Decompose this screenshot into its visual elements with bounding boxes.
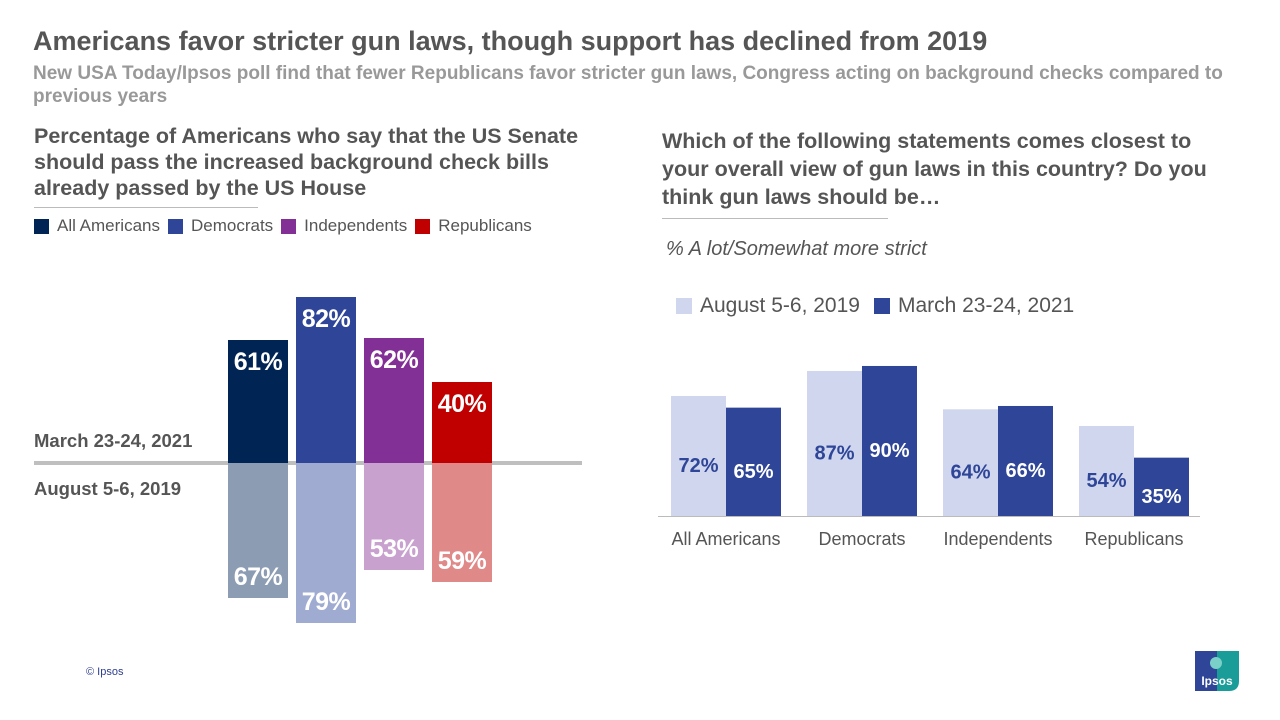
bar-value-label: 87% (814, 442, 854, 464)
bar (1134, 457, 1189, 516)
bar-2021: 62% (364, 337, 424, 463)
page-title: Americans favor stricter gun laws, thoug… (33, 26, 988, 56)
bar (726, 407, 781, 516)
bar-2019: 79% (296, 463, 356, 623)
right-chart-subtitle: % A lot/Somewhat more strict (666, 238, 927, 260)
category-label: All Americans (671, 529, 780, 549)
bar-2019: 67% (228, 463, 288, 599)
legend-label: Democrats (190, 216, 274, 235)
bar-value-label: 40% (437, 390, 487, 419)
bar (862, 365, 917, 516)
left-divider (34, 207, 258, 208)
bar-2021: 61% (228, 339, 288, 463)
bar-value-label: 82% (301, 305, 351, 334)
legend-item: Republicans (415, 216, 532, 236)
left-chart-title: Percentage of Americans who say that the… (34, 124, 579, 200)
right-divider (662, 218, 888, 219)
legend-swatch (415, 218, 431, 234)
legend-swatch (34, 218, 49, 234)
legend-item: March 23-24, 2021 (873, 294, 1075, 318)
bar (671, 395, 726, 516)
left-legend: All Americans Democrats Independents Republ… (34, 216, 540, 236)
bar-value-label: 64% (950, 462, 990, 484)
right-chart-title: Which of the following statements comes … (662, 129, 1207, 209)
category-label: Independents (943, 529, 1052, 549)
legend-swatch (873, 298, 890, 314)
copyright: © Ipsos (86, 666, 124, 678)
bar-value-label: 79% (301, 587, 351, 616)
bar-value-label: 67% (233, 563, 283, 592)
right-legend: August 5-6, 2019 March 23-24, 2021 (676, 294, 1088, 318)
bar-value-label: 61% (233, 347, 283, 376)
legend-item: All Americans (34, 216, 160, 236)
bar-2019: 53% (364, 463, 424, 571)
legend-swatch (167, 218, 183, 234)
legend-item: August 5-6, 2019 (676, 294, 860, 318)
bar (943, 409, 998, 516)
bar-value-label: 59% (437, 547, 487, 576)
bar (807, 370, 862, 516)
bar-value-label: 35% (1141, 486, 1181, 508)
legend-swatch (281, 218, 297, 234)
bar-value-label: 53% (369, 535, 419, 564)
bar-value-label: 90% (869, 440, 909, 462)
legend-label: March 23-24, 2021 (897, 294, 1075, 317)
bar-value-label: 72% (678, 455, 718, 477)
bar-value-label: 54% (1086, 470, 1126, 492)
svg-text:Ipsos: Ipsos (1201, 674, 1233, 688)
legend-label: Independents (304, 216, 408, 235)
legend-item: Democrats (167, 216, 274, 236)
legend-label: August 5-6, 2019 (700, 294, 860, 317)
category-label: Republicans (1084, 529, 1183, 549)
bar (998, 405, 1053, 516)
bar-2019: 59% (432, 463, 492, 583)
bar-2021: 82% (296, 297, 356, 463)
legend-label: All Americans (57, 216, 160, 235)
bar-2021: 40% (432, 382, 492, 463)
ipsos-logo: Ipsos (1195, 651, 1239, 691)
bar-value-label: 66% (1005, 460, 1045, 482)
period-label-2019: August 5-6, 2019 (34, 478, 182, 499)
page-subtitle: New USA Today/Ipsos poll find that fewer… (33, 63, 1223, 107)
legend-label: Republicans (438, 216, 532, 235)
legend-swatch (676, 298, 692, 314)
bar (1079, 425, 1134, 516)
period-label-2021: March 23-24, 2021 (34, 430, 193, 451)
legend-item: Independents (281, 216, 407, 236)
bar-value-label: 62% (369, 345, 419, 374)
bar-value-label: 65% (733, 461, 773, 483)
category-label: Democrats (818, 529, 905, 549)
